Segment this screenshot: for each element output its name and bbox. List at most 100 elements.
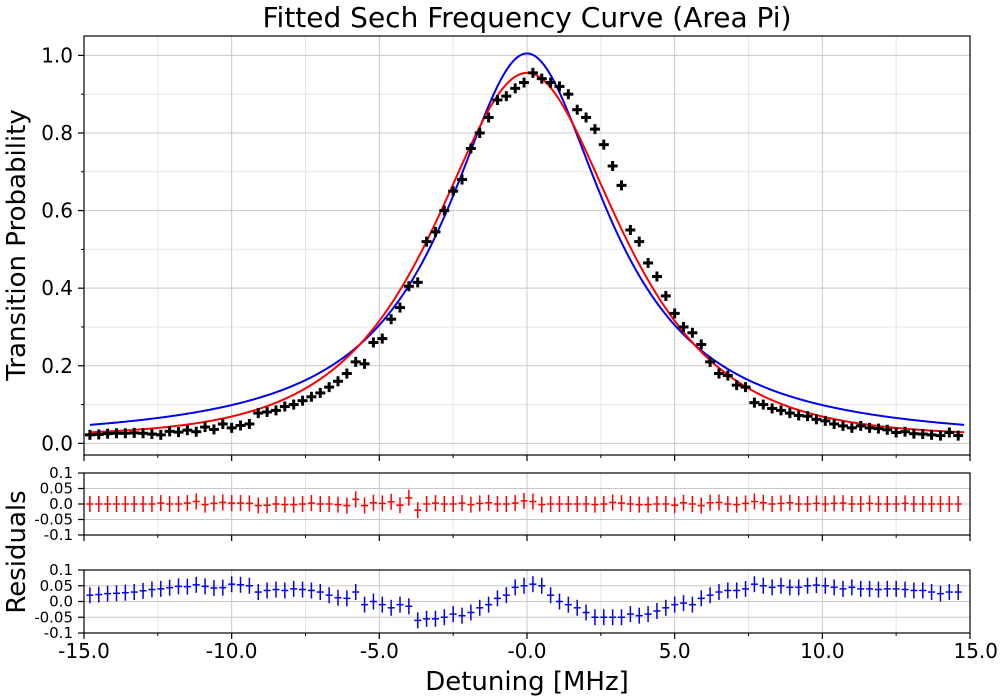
data-point <box>173 427 184 438</box>
data-point <box>589 124 600 135</box>
red-residual-y-tick-label: 0.1 <box>49 464 73 482</box>
red-residual-point <box>343 497 351 514</box>
red-residual-point <box>680 494 688 511</box>
blue-residual-point <box>688 596 696 613</box>
blue-residual-point <box>210 579 218 596</box>
data-point <box>386 314 397 325</box>
blue-residual-point <box>352 584 360 601</box>
data-point <box>643 257 654 268</box>
blue-residual-point <box>600 609 608 626</box>
blue-residual-point <box>786 579 794 596</box>
x-tick-label: 5.0 <box>659 639 691 663</box>
red-residual-y-tick-label: -0.05 <box>34 511 73 529</box>
blue-residual-point <box>361 596 369 613</box>
red-residual-point <box>618 495 626 512</box>
red-residual-point <box>609 494 617 511</box>
data-point <box>882 424 893 435</box>
data-point <box>953 430 964 441</box>
blue-residual-point <box>343 590 351 607</box>
data-point <box>908 428 919 439</box>
red-residual-point <box>431 495 439 512</box>
red-residual-point <box>582 496 590 512</box>
red-residual-point <box>281 496 289 513</box>
red-residual-point <box>573 496 581 512</box>
data-point <box>138 428 149 439</box>
blue-residual-point <box>919 582 927 599</box>
blue-residual-point <box>458 607 466 624</box>
data-point <box>864 422 875 433</box>
red-residual-point <box>139 496 147 512</box>
red-residual-y-tick-label: 0.05 <box>40 480 73 498</box>
red-residual-point <box>378 495 386 512</box>
red-residual-point <box>795 496 803 512</box>
red-residual-point <box>928 496 936 512</box>
data-point <box>235 420 246 431</box>
red-residual-point <box>440 496 448 512</box>
blue-residual-point <box>237 576 245 593</box>
red-residual-point <box>706 494 714 511</box>
blue-residuals-panel: 0.10.050.0-0.05-0.1-15.0 -10.0 -5.0 -0.0 5.0… <box>34 561 998 663</box>
red-residual-point <box>635 496 643 513</box>
data-point <box>607 160 618 171</box>
blue-residual-point <box>538 577 546 594</box>
data-point <box>581 112 592 123</box>
blue-residual-point <box>821 577 829 594</box>
data-point <box>873 423 884 434</box>
data-point <box>359 358 370 369</box>
data-point <box>270 405 281 416</box>
data-point <box>332 376 343 387</box>
red-residual-point <box>839 495 847 512</box>
data-point <box>129 427 140 438</box>
blue-residual-point <box>564 596 572 613</box>
blue-residual-point <box>405 598 413 615</box>
red-residual-point <box>192 493 200 510</box>
blue-residual-point <box>812 577 820 594</box>
y-axis-label-main: Transition Probability <box>2 109 32 381</box>
red-residual-point <box>626 496 634 512</box>
data-point <box>297 395 308 406</box>
blue-residual-point <box>378 596 386 613</box>
blue-residual-point <box>228 576 236 593</box>
data-point <box>377 333 388 344</box>
red-residual-point <box>812 495 820 512</box>
main-y-tick-label: 1.0 <box>41 43 73 67</box>
blue-residual-point <box>706 587 714 604</box>
data-point <box>457 174 468 185</box>
main-y-tick-label: 0.6 <box>41 199 73 223</box>
red-residual-point <box>742 495 750 512</box>
red-residual-point <box>166 496 174 512</box>
red-residual-point <box>511 495 519 512</box>
blue-residual-point <box>130 584 138 601</box>
x-tick-label: -15.0 <box>58 639 110 663</box>
blue-residual-point <box>547 587 555 604</box>
data-point <box>829 418 840 429</box>
red-residual-point <box>653 496 661 512</box>
x-tick-label: -5.0 <box>360 639 399 663</box>
data-point <box>926 429 937 440</box>
data-point <box>288 399 299 410</box>
data-point <box>483 112 494 123</box>
blue-residual-point <box>334 589 342 606</box>
red-residual-point <box>263 497 271 514</box>
red-residual-point <box>591 496 599 513</box>
red-residual-point <box>228 495 236 512</box>
blue-residual-point <box>697 590 705 607</box>
red-residual-point <box>458 495 466 512</box>
blue-residual-point <box>245 577 253 594</box>
blue-residual-point <box>139 582 147 599</box>
blue-residual-point <box>582 604 590 621</box>
data-point <box>678 321 689 332</box>
blue-residual-point <box>175 578 183 595</box>
red-fit-curve <box>89 71 965 434</box>
blue-residual-point <box>618 609 626 626</box>
blue-residual-y-tick-label: -0.05 <box>34 608 73 626</box>
data-point <box>306 391 317 402</box>
data-point <box>208 424 219 435</box>
blue-residual-point <box>830 579 838 596</box>
data-point <box>465 143 476 154</box>
blue-residual-point <box>414 612 422 629</box>
data-point <box>811 414 822 425</box>
data-point <box>625 224 636 235</box>
red-residual-point <box>272 496 280 512</box>
red-residual-point <box>733 496 741 513</box>
